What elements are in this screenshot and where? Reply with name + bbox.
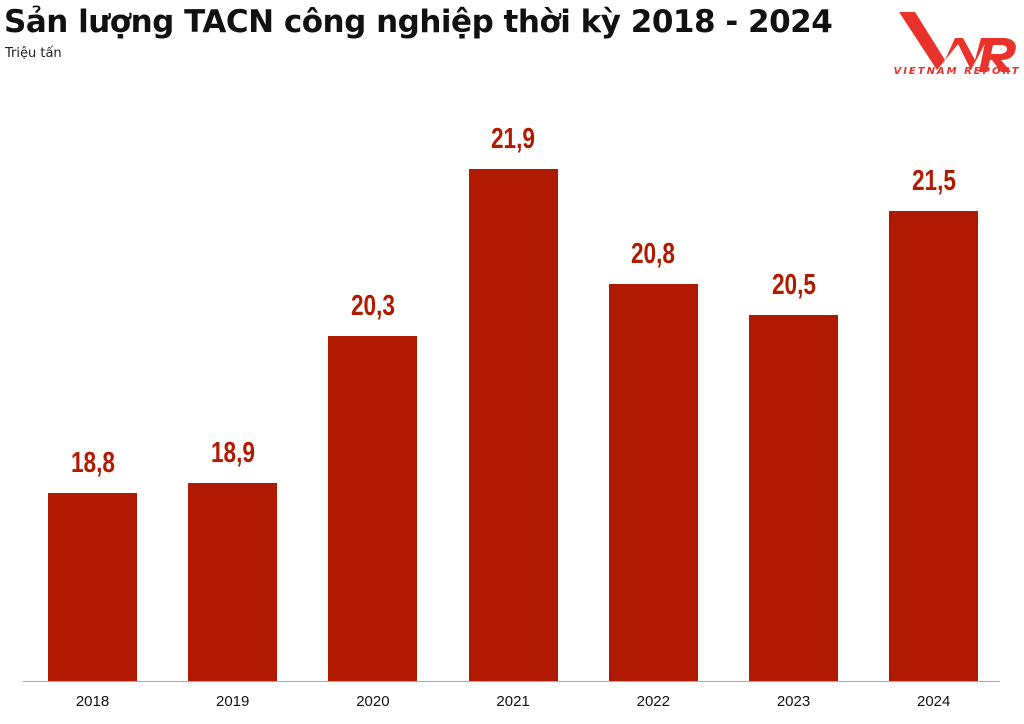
bar-2021 — [468, 169, 558, 681]
value-label: 20,8 — [631, 237, 676, 270]
value-label: 20,5 — [771, 269, 816, 302]
x-tick-label: 2022 — [636, 693, 670, 710]
bar-2020 — [328, 336, 418, 681]
x-tick-label: 2024 — [917, 693, 951, 710]
x-tick-label: 2018 — [75, 693, 110, 710]
chart-title: Sản lượng TACN công nghiệp thời kỳ 2018 … — [4, 4, 833, 40]
chart-subtitle: Triệu tấn — [5, 46, 62, 61]
x-tick-label: 2020 — [356, 693, 390, 710]
value-label: 18,9 — [210, 436, 255, 469]
bar-2018 — [48, 493, 137, 681]
x-tick-label: 2023 — [776, 693, 811, 710]
x-tick-label: 2019 — [216, 693, 250, 710]
value-label: 21,9 — [491, 123, 536, 155]
x-tick-label: 2021 — [496, 693, 530, 710]
value-label: 20,3 — [350, 290, 395, 323]
bar-2019 — [188, 482, 278, 681]
logo-text: VIETNAM REPORT — [893, 66, 1021, 77]
vnr-logo-icon — [899, 12, 1016, 72]
bar-2022 — [608, 283, 698, 681]
value-label: 21,5 — [911, 164, 956, 197]
value-label: 18,8 — [70, 447, 115, 479]
x-axis-line — [23, 681, 1000, 682]
bar-2023 — [749, 315, 838, 681]
bar-2024 — [889, 210, 979, 681]
